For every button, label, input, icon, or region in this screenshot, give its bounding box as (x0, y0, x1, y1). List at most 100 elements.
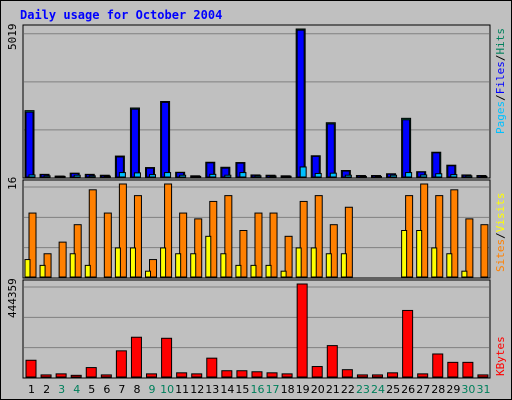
kbytes-bar (146, 373, 158, 378)
kbytes-bar (281, 373, 293, 378)
kbytes-bar (311, 366, 323, 378)
visits-bar (295, 247, 302, 278)
x-tick-label: 1 (28, 383, 35, 396)
visits-bar (235, 264, 242, 278)
legend-entry: Sites (494, 239, 507, 272)
visits-bar (145, 270, 152, 278)
kbytes-bar (70, 374, 82, 378)
sites-bar (58, 241, 67, 278)
pages-bar (133, 172, 141, 178)
visits-bar (190, 253, 197, 278)
x-tick-label: 31 (476, 383, 490, 396)
visits-bar (431, 247, 438, 278)
pages-bar (239, 172, 247, 178)
sites-bar (450, 189, 459, 278)
x-tick-label: 19 (296, 383, 310, 396)
sites-bar (103, 212, 112, 278)
pages-bar (209, 173, 217, 178)
legend-entry: Hits (494, 28, 507, 55)
pages-bar (390, 174, 398, 178)
kbytes-bar (477, 374, 489, 378)
legend-entry: KBytes (494, 336, 507, 376)
x-tick-label: 20 (311, 383, 325, 396)
pages-bar (480, 175, 488, 178)
kbytes-bar (130, 336, 142, 378)
visits-bar (280, 270, 287, 278)
svg-text:Pages/Files/Hits: Pages/Files/Hits (494, 28, 507, 134)
visits-bar (205, 235, 212, 278)
visits-bar (250, 264, 257, 278)
pages-bar (194, 175, 202, 178)
x-tick-label: 6 (103, 383, 110, 396)
visits-bar (265, 264, 272, 278)
pages-bar (164, 172, 172, 178)
x-tick-label: 9 (149, 383, 156, 396)
panel-frame-3 (22, 279, 491, 379)
x-tick-label: 30 (461, 383, 475, 396)
pages-bar (435, 173, 443, 178)
kbytes-bar (326, 345, 338, 378)
x-tick-label: 24 (371, 383, 385, 396)
x-tick-label: 12 (190, 383, 204, 396)
pages-bar (118, 172, 126, 178)
pages-bar (359, 175, 367, 178)
sites-bar (329, 224, 338, 278)
x-tick-label: 15 (235, 383, 249, 396)
pages-bar (299, 166, 307, 178)
kbytes-bar (161, 337, 173, 378)
pages-bar (73, 174, 81, 178)
sites-bar (28, 212, 37, 278)
sites-bar (435, 195, 444, 278)
kbytes-bar (371, 374, 383, 378)
legend-entry: Pages (494, 101, 507, 134)
x-tick-label: 18 (281, 383, 295, 396)
kbytes-bar (221, 370, 233, 378)
kbytes-bar (356, 374, 368, 378)
files-bar (326, 123, 335, 178)
pages-bar (28, 174, 36, 178)
pages-bar (58, 175, 66, 178)
visits-bar (160, 247, 167, 278)
sites-bar (254, 212, 263, 278)
pages-bar (254, 175, 262, 178)
sites-bar (314, 195, 323, 278)
visits-bar (461, 270, 468, 278)
legend-pages-files-hits: Pages/Files/Hits (494, 28, 507, 134)
x-tick-label: 2 (43, 383, 50, 396)
sites-bar (164, 183, 173, 278)
visits-bar (401, 230, 408, 278)
x-tick-label: 28 (431, 383, 445, 396)
files-bar (296, 29, 305, 178)
kbytes-bar (266, 372, 278, 378)
x-tick-label: 21 (326, 383, 340, 396)
sites-bar (224, 195, 233, 278)
visits-bar (24, 259, 31, 278)
kbytes-bar (387, 372, 399, 378)
x-tick-label: 27 (416, 383, 430, 396)
legend-entry: Visits (494, 193, 507, 233)
pages-bar (405, 172, 413, 178)
pages-bar (420, 174, 428, 178)
sites-bar (239, 230, 248, 278)
visits-bar (114, 247, 121, 278)
x-tick-label: 13 (205, 383, 219, 396)
kbytes-bar (25, 359, 37, 378)
kbytes-bar (296, 283, 308, 378)
x-tick-label: 25 (386, 383, 400, 396)
kbytes-bar (85, 367, 97, 378)
x-tick-label: 14 (220, 383, 234, 396)
hits-ymax-label: 5019 (6, 24, 19, 51)
legend-kbytes: KBytes (494, 336, 507, 376)
x-tick-label: 8 (133, 383, 140, 396)
sites-bar (133, 195, 142, 278)
x-tick-label: 16 (251, 383, 265, 396)
files-bar (25, 111, 34, 178)
svg-text:KBytes: KBytes (494, 336, 507, 376)
x-tick-label: 17 (266, 383, 280, 396)
visits-bar (446, 253, 453, 278)
x-tick-label: 11 (175, 383, 189, 396)
sites-bar (88, 189, 97, 278)
svg-text:Sites/Visits: Sites/Visits (494, 193, 507, 273)
sites-bar (118, 183, 127, 278)
